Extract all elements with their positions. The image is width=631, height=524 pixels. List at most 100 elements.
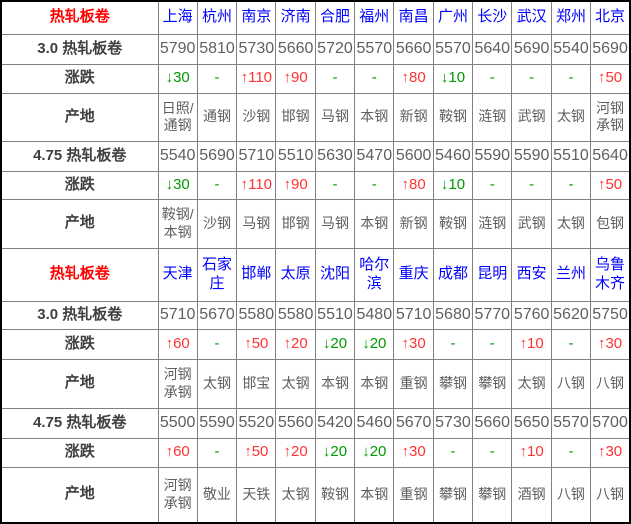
origin-cell: 太钢 [196,358,238,409]
origin-row: 产地 鞍钢/本钢 沙钢 马钢 邯钢 马钢 本钢 新钢 鞍钢 涟钢 武钢 太钢 包钢 [0,198,631,249]
price-cell: 5500 [157,407,198,439]
origin-cell: 通钢 [196,92,238,142]
origin-cell: 八钢 [590,466,631,524]
change-row: 涨跌 ↓30- ↑110 ↑90- - ↑80 ↓10- - - ↑50 [0,170,631,200]
price-cell: 5670 [196,300,238,330]
price-cell: 5460 [354,407,395,439]
change-cell-up: ↑50 [590,63,631,94]
price-cell: 5620 [550,300,592,330]
origin-cell: 河钢承钢 [157,466,198,524]
city-header: 西安 [511,247,552,302]
origin-cell: 新钢 [393,92,434,142]
origin-cell: 河钢承钢 [590,92,631,142]
price-cell: 5570 [550,407,592,439]
origin-cell: 日照/通钢 [157,92,198,142]
change-cell-up: ↑30 [393,328,434,360]
change-cell-flat: - [550,170,592,200]
price-cell: 5640 [472,33,513,65]
price-cell: 5460 [432,140,474,172]
origin-cell: 马钢 [314,92,356,142]
city-header: 重庆 [393,247,434,302]
change-cell-down: ↓20 [354,328,395,360]
origin-cell: 本钢 [354,92,395,142]
origin-cell: 本钢 [354,466,395,524]
change-cell-flat: - [472,63,513,94]
change-cell-flat: - [196,328,238,360]
change-cell-up: ↑50 [236,328,277,360]
change-cell-flat: - [314,170,356,200]
price-row: 4.75 热轧板卷 5540 5690 5710 5510 5630 5470 5600 546… [0,140,631,172]
price-cell: 5580 [236,300,277,330]
change-cell-up: ↑50 [236,437,277,468]
row-label: 3.0 热轧板卷 [0,33,159,65]
origin-cell: 太钢 [550,198,592,249]
origin-cell: 邯宝 [236,358,277,409]
origin-cell: 鞍钢 [432,198,474,249]
city-header: 广州 [432,0,474,35]
price-cell: 5710 [393,300,434,330]
price-cell: 5790 [157,33,198,65]
price-cell: 5770 [472,300,513,330]
origin-cell: 太钢 [275,358,316,409]
origin-cell: 鞍钢 [432,92,474,142]
origin-cell: 马钢 [314,198,356,249]
origin-cell: 涟钢 [472,92,513,142]
origin-cell: 沙钢 [196,198,238,249]
row-label: 产地 [0,198,159,249]
price-cell: 5660 [275,33,316,65]
price-cell: 5650 [511,407,552,439]
price-row: 3.0 热轧板卷 5790 5810 5730 5660 5720 5570 5660 5570… [0,33,631,65]
price-cell: 5570 [432,33,474,65]
origin-cell: 涟钢 [472,198,513,249]
change-cell-flat: - [472,170,513,200]
price-cell: 5480 [354,300,395,330]
origin-row: 产地 河钢承钢 太钢 邯宝 太钢 本钢 本钢 重钢 攀钢 攀钢 太钢 八钢 八钢 [0,358,631,409]
change-cell-up: ↑80 [393,63,434,94]
city-header: 济南 [275,0,316,35]
change-cell-flat: - [314,63,356,94]
city-header: 南京 [236,0,277,35]
city-header: 邯郸 [236,247,277,302]
origin-cell: 重钢 [393,466,434,524]
price-cell: 5590 [472,140,513,172]
change-cell-flat: - [550,328,592,360]
price-cell: 5510 [314,300,356,330]
price-cell: 5470 [354,140,395,172]
section-header-row: 热轧板卷 上海 杭州 南京 济南 合肥 福州 南昌 广州 长沙 武汉 郑州 北京 [0,0,631,35]
price-cell: 5560 [275,407,316,439]
row-label: 涨跌 [0,437,159,468]
origin-cell: 重钢 [393,358,434,409]
row-label: 4.75 热轧板卷 [0,140,159,172]
city-header: 哈尔滨 [354,247,395,302]
origin-cell: 本钢 [354,358,395,409]
origin-cell: 本钢 [314,358,356,409]
price-cell: 5510 [275,140,316,172]
change-cell-up: ↑50 [590,170,631,200]
change-row: 涨跌 ↑60- ↑50 ↑20 ↓20 ↓20 ↑30- - ↑10- ↑30 [0,328,631,360]
change-cell-up: ↑60 [157,328,198,360]
city-header: 郑州 [550,0,592,35]
origin-cell: 攀钢 [432,466,474,524]
row-label: 3.0 热轧板卷 [0,300,159,330]
city-header: 福州 [354,0,395,35]
change-cell-down: ↓20 [314,328,356,360]
change-cell-flat: - [472,437,513,468]
change-cell-up: ↑30 [590,328,631,360]
origin-cell: 邯钢 [275,92,316,142]
city-header: 武汉 [511,0,552,35]
change-cell-up: ↑20 [275,328,316,360]
origin-cell: 太钢 [275,466,316,524]
change-cell-up: ↑10 [511,328,552,360]
row-label: 产地 [0,466,159,524]
city-header: 兰州 [550,247,592,302]
change-cell-up: ↑60 [157,437,198,468]
change-cell-down: ↓10 [432,170,474,200]
origin-cell: 太钢 [550,92,592,142]
price-cell: 5420 [314,407,356,439]
change-cell-up: ↑90 [275,63,316,94]
row-label: 产地 [0,358,159,409]
city-header: 乌鲁木齐 [590,247,631,302]
price-cell: 5570 [354,33,395,65]
change-cell-flat: - [511,170,552,200]
